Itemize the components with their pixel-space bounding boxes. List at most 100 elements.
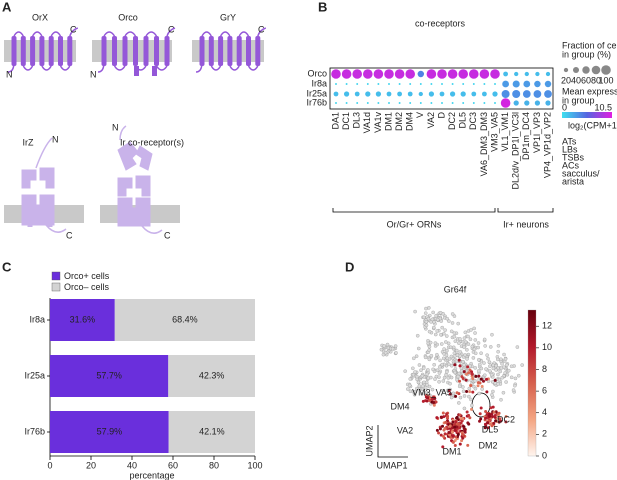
y-axis-label: UMAP2 [364,425,374,456]
cell [424,323,429,328]
cell [501,390,506,395]
cell [423,355,428,360]
cell [432,401,436,405]
cell [390,346,395,351]
terminus: N [6,69,13,79]
cell [485,377,489,381]
helix [199,36,205,66]
value-label: 31.6% [70,314,96,324]
size-legend-dot [563,67,569,73]
cell [478,419,482,423]
cell [491,363,495,368]
dot [356,83,359,85]
cell [427,306,431,310]
dot [343,91,350,97]
dot [458,69,469,79]
cell [502,352,506,357]
cell [467,394,471,399]
cell [470,403,474,408]
cell [413,370,417,374]
protein-name: OrX [32,12,48,22]
helix [30,36,36,66]
cell [424,306,428,311]
cell [441,411,445,415]
value-label: 42.3% [199,370,225,380]
dot [469,69,479,79]
cell [440,342,444,346]
value-label: 57.9% [97,426,123,436]
dotplot-title: co-receptors [415,18,466,28]
cell [427,329,432,334]
ir-tail [35,125,163,234]
helices [7,27,267,76]
cell [461,417,465,421]
cell [464,378,468,382]
dot [534,100,541,106]
cell [438,358,442,363]
cell [468,390,472,394]
cell [454,359,459,363]
glomerulus-label: VA6_DM3_DM3 [479,112,489,176]
cell [425,399,429,403]
cell [478,362,482,367]
cell [442,428,446,432]
cell [505,363,509,367]
cell [485,390,489,394]
protein-name: Orco [118,12,138,22]
colorbar-tick-label: 8 [542,364,547,374]
cell [455,425,459,429]
protein-name: IrZ [23,137,34,147]
cell [445,316,449,321]
helix [246,36,251,66]
cell [431,310,435,315]
cell [420,391,424,396]
bar-segment [168,355,255,397]
gene-label: Ir8a [311,78,327,88]
size-legend-label: 60 [581,75,591,85]
cell [439,416,443,420]
helix [67,36,73,66]
dot [524,100,530,106]
cell [432,320,436,324]
cell [513,376,518,381]
cell [504,380,508,384]
cell [492,421,496,425]
dot [523,80,531,88]
cell [426,396,430,400]
cell [491,405,495,409]
legend-label: Orco+ cells [64,271,110,281]
cell [407,383,412,388]
dot [544,80,552,88]
group-label: LBs [562,144,578,154]
cell [455,422,459,426]
cell [458,350,463,354]
cell [448,381,452,386]
cell [454,394,458,398]
cell [415,333,420,338]
cell [496,357,500,362]
cell [427,348,432,352]
cell [441,424,445,428]
cell [465,410,469,414]
size-legend-label: 80 [591,75,601,85]
cell [465,389,469,393]
dot [545,100,551,106]
dot [483,102,486,104]
helix [154,36,159,66]
cell [424,320,429,324]
cell [429,375,433,380]
cell [462,370,466,374]
cell [496,372,500,377]
dot [535,71,540,77]
cell [448,433,452,437]
cell [504,414,508,418]
size-legend-dot [582,66,590,74]
panel-label: A [2,0,12,14]
cell [443,432,447,436]
cell [442,347,446,351]
cell [481,379,485,383]
cell [458,413,462,417]
cell [476,381,480,385]
bracket-label: Or/Gr+ ORNs [387,219,442,229]
cell [520,363,524,367]
